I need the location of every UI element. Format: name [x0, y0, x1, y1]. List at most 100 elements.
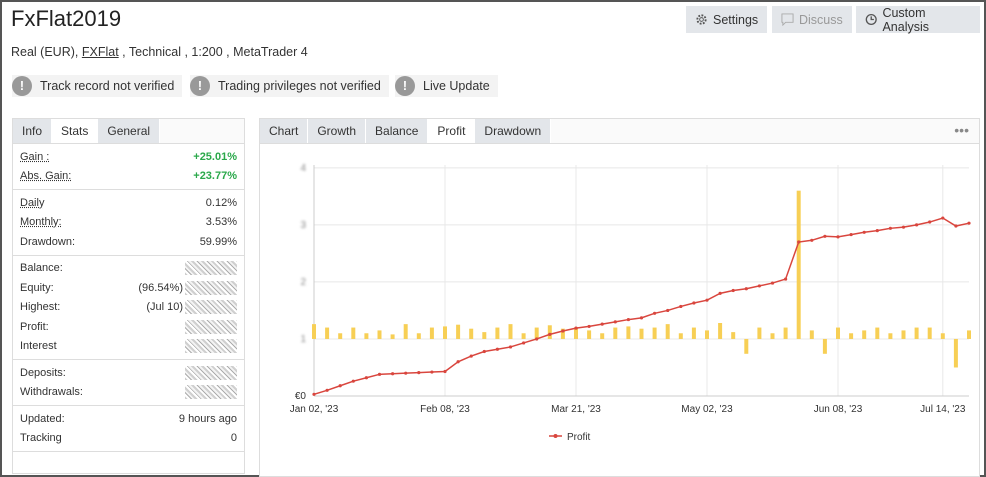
stat-value-wrap: 3.53%	[206, 216, 237, 228]
badge-text: Live Update	[423, 79, 490, 93]
stats-row: Abs. Gain: +23.77%	[20, 167, 237, 187]
stat-value: +23.77%	[193, 170, 237, 183]
point	[312, 392, 316, 396]
stat-value: 59.99%	[199, 235, 237, 248]
point	[784, 277, 788, 281]
point	[757, 284, 761, 288]
point	[849, 232, 853, 237]
point	[941, 216, 945, 220]
stats-row: Balance:	[20, 259, 237, 279]
bar	[351, 327, 356, 339]
y-tick-label: 3	[300, 220, 306, 231]
tab[interactable]: General	[98, 119, 161, 143]
bar	[338, 333, 343, 339]
point	[430, 370, 434, 374]
stat-value: 0	[230, 432, 237, 445]
stat-value-wrap: (Jul 10)	[146, 300, 237, 315]
point	[574, 326, 578, 330]
point	[482, 349, 486, 354]
settings-button[interactable]: Settings	[686, 6, 768, 33]
point	[862, 230, 866, 234]
bar	[560, 328, 565, 339]
point	[495, 347, 499, 351]
point	[679, 304, 683, 309]
stats-row: Interest	[20, 337, 237, 357]
stat-value: (96.54%)	[138, 281, 183, 294]
bar	[927, 327, 932, 339]
stats-row: Profit:	[20, 317, 237, 337]
stats-row: Gain : +25.01%	[20, 147, 237, 167]
stats-panel: Info Stats General Gain : +25.01% Abs. Gain:…	[12, 118, 245, 474]
bar	[403, 324, 408, 339]
stat-value-wrap	[185, 261, 237, 276]
bar	[547, 325, 552, 339]
tab[interactable]: Profit	[428, 119, 476, 143]
account-type: Real (EUR)	[11, 45, 75, 59]
stats-row: Monthly: 3.53%	[20, 213, 237, 233]
stat-label: Interest	[20, 340, 57, 353]
menu-dots[interactable]: •••	[954, 122, 969, 138]
stat-value: 9 hours ago	[178, 412, 237, 425]
bar	[521, 333, 526, 339]
point	[653, 311, 657, 315]
discuss-button[interactable]: Discuss	[772, 6, 852, 33]
label: Custom Analysis	[882, 5, 929, 34]
point	[810, 238, 814, 242]
broker-link[interactable]: FXFlat	[81, 45, 119, 59]
tab[interactable]: Info	[13, 119, 53, 143]
obscured-value	[185, 365, 237, 380]
tab[interactable]: Stats	[52, 119, 99, 143]
stat-label: Withdrawals:	[20, 386, 83, 399]
stats-row: Tracking 0	[20, 429, 237, 449]
bar	[901, 330, 906, 339]
badge: ! Trading privileges not verified	[190, 75, 389, 97]
bar	[875, 327, 880, 339]
gear-icon	[696, 14, 707, 25]
stats-row: Drawdown: 59.99%	[20, 232, 237, 252]
bar	[429, 327, 434, 339]
custom-analysis-button[interactable]: Custom Analysis	[856, 5, 980, 34]
tab[interactable]: Growth	[308, 119, 367, 143]
stats-group: Daily 0.12% Monthly: 3.53% Drawdown: 59.99%	[13, 190, 244, 256]
stat-label: Equity:	[20, 281, 54, 294]
x-tick-label: May 02, '23	[681, 404, 733, 415]
tab[interactable]: Chart	[260, 119, 309, 143]
bar	[639, 328, 644, 339]
bar	[691, 327, 696, 339]
stats-row: Updated: 9 hours ago	[20, 409, 237, 429]
stat-value-wrap: 0.12%	[206, 197, 237, 209]
stats-list: Gain : +25.01% Abs. Gain: +23.77% Daily 0.12%…	[13, 144, 244, 452]
stat-label: Abs. Gain:	[20, 170, 72, 183]
bar	[849, 333, 854, 339]
tab[interactable]: Drawdown	[475, 119, 552, 143]
point	[338, 384, 342, 388]
bar	[574, 327, 578, 339]
tab[interactable]: Balance	[366, 119, 429, 143]
point	[456, 360, 460, 364]
bar	[914, 327, 919, 339]
bar	[757, 327, 762, 339]
bar	[469, 328, 474, 339]
bar	[534, 327, 539, 339]
chart-tabs: Chart Growth Balance Profit Drawdown	[260, 119, 979, 144]
point	[587, 324, 591, 329]
stat-label: Deposits:	[20, 366, 66, 379]
point	[888, 226, 893, 230]
y-tick-label: €0	[295, 391, 307, 402]
bar	[416, 333, 421, 339]
point	[325, 388, 329, 392]
stat-label: Monthly:	[20, 216, 62, 229]
obscured-value	[185, 319, 237, 334]
obscured-value	[185, 300, 237, 315]
stat-label: Gain :	[20, 150, 50, 163]
stat-value: 3.53%	[205, 216, 237, 229]
stats-group: Updated: 9 hours ago Tracking 0	[13, 406, 244, 452]
bar	[312, 324, 316, 339]
point	[954, 224, 958, 228]
stat-label: Daily	[20, 196, 45, 209]
point	[351, 379, 355, 383]
stat-label: Updated:	[20, 412, 65, 425]
point	[744, 287, 748, 291]
point	[836, 235, 840, 239]
